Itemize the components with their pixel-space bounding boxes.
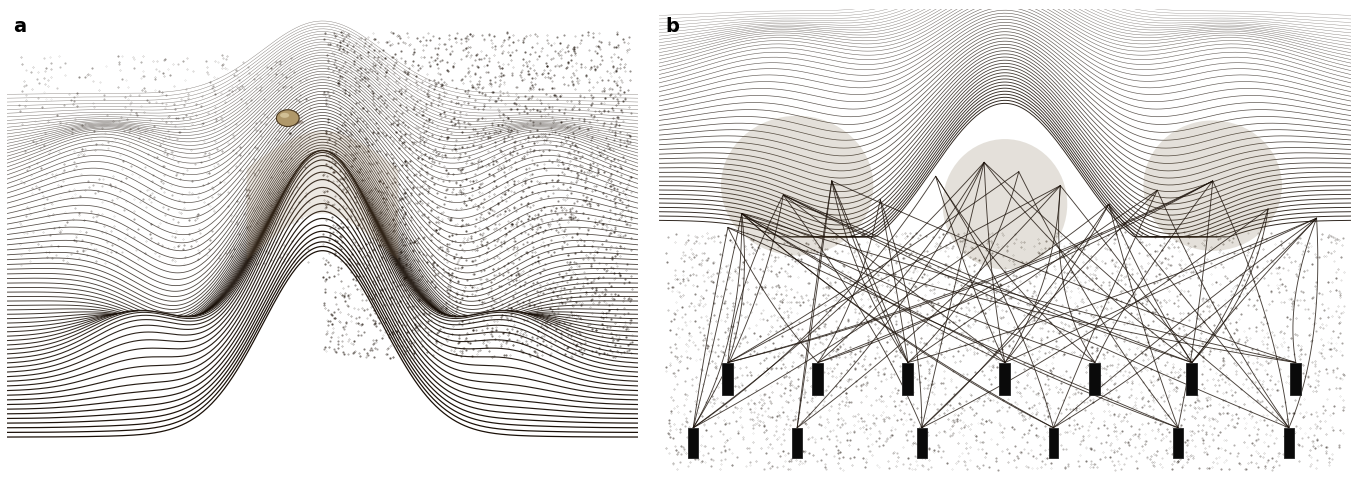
- FancyBboxPatch shape: [722, 363, 733, 395]
- FancyBboxPatch shape: [722, 363, 733, 395]
- FancyBboxPatch shape: [1187, 363, 1198, 395]
- Ellipse shape: [942, 140, 1067, 270]
- FancyBboxPatch shape: [999, 363, 1010, 395]
- FancyBboxPatch shape: [689, 428, 698, 458]
- FancyBboxPatch shape: [792, 428, 803, 458]
- Text: b: b: [665, 16, 679, 36]
- Ellipse shape: [277, 110, 299, 127]
- Ellipse shape: [280, 114, 289, 119]
- FancyBboxPatch shape: [689, 428, 698, 458]
- FancyBboxPatch shape: [1173, 428, 1183, 458]
- FancyBboxPatch shape: [917, 428, 926, 458]
- FancyBboxPatch shape: [812, 363, 823, 395]
- FancyBboxPatch shape: [1048, 428, 1058, 458]
- Polygon shape: [247, 132, 398, 260]
- FancyBboxPatch shape: [1290, 363, 1301, 395]
- FancyBboxPatch shape: [917, 428, 926, 458]
- FancyBboxPatch shape: [903, 363, 914, 395]
- FancyBboxPatch shape: [792, 428, 803, 458]
- FancyBboxPatch shape: [903, 363, 914, 395]
- Ellipse shape: [1143, 121, 1282, 251]
- FancyBboxPatch shape: [812, 363, 823, 395]
- FancyBboxPatch shape: [1089, 363, 1100, 395]
- Ellipse shape: [278, 120, 303, 125]
- Text: a: a: [14, 16, 26, 36]
- FancyBboxPatch shape: [1285, 428, 1294, 458]
- FancyBboxPatch shape: [1089, 363, 1100, 395]
- FancyBboxPatch shape: [1285, 428, 1294, 458]
- FancyBboxPatch shape: [1187, 363, 1198, 395]
- FancyBboxPatch shape: [999, 363, 1010, 395]
- FancyBboxPatch shape: [1290, 363, 1301, 395]
- FancyBboxPatch shape: [1048, 428, 1058, 458]
- Ellipse shape: [721, 117, 873, 256]
- FancyBboxPatch shape: [1173, 428, 1183, 458]
